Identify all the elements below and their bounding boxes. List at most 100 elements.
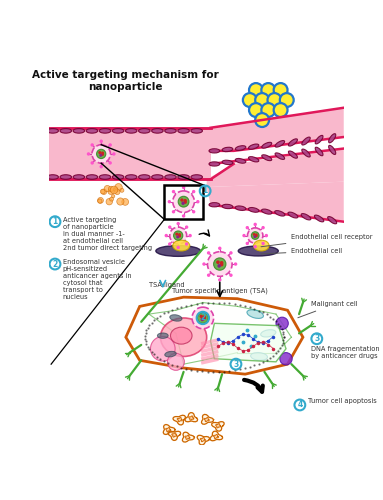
Circle shape xyxy=(104,186,110,192)
Ellipse shape xyxy=(47,174,59,180)
Ellipse shape xyxy=(262,209,272,214)
Circle shape xyxy=(276,317,288,330)
Circle shape xyxy=(172,190,175,192)
Circle shape xyxy=(251,232,259,239)
Polygon shape xyxy=(211,324,286,362)
Polygon shape xyxy=(126,297,303,374)
Ellipse shape xyxy=(178,174,189,180)
Circle shape xyxy=(91,162,93,164)
Polygon shape xyxy=(201,414,214,424)
Circle shape xyxy=(111,194,115,198)
Circle shape xyxy=(243,234,245,236)
Ellipse shape xyxy=(86,128,98,133)
Circle shape xyxy=(114,188,118,192)
Circle shape xyxy=(179,235,180,237)
Ellipse shape xyxy=(275,153,285,160)
Ellipse shape xyxy=(73,128,85,133)
Polygon shape xyxy=(172,433,177,437)
Ellipse shape xyxy=(60,174,72,180)
Circle shape xyxy=(246,242,248,244)
Circle shape xyxy=(186,243,188,245)
Polygon shape xyxy=(177,418,182,422)
Circle shape xyxy=(99,152,101,154)
Ellipse shape xyxy=(238,246,278,256)
Circle shape xyxy=(109,162,111,164)
Circle shape xyxy=(167,354,184,370)
Ellipse shape xyxy=(157,333,168,338)
Circle shape xyxy=(102,152,103,154)
Ellipse shape xyxy=(315,147,323,156)
Ellipse shape xyxy=(254,240,269,251)
Circle shape xyxy=(177,222,179,224)
Circle shape xyxy=(267,93,282,107)
Circle shape xyxy=(219,279,221,281)
Ellipse shape xyxy=(315,136,323,144)
Circle shape xyxy=(214,258,226,270)
Ellipse shape xyxy=(73,174,85,180)
Circle shape xyxy=(254,246,256,248)
Circle shape xyxy=(249,103,263,117)
Ellipse shape xyxy=(222,148,233,152)
Circle shape xyxy=(221,262,223,264)
Ellipse shape xyxy=(191,128,203,133)
Ellipse shape xyxy=(112,174,124,180)
Circle shape xyxy=(192,307,214,328)
Ellipse shape xyxy=(99,128,111,133)
Ellipse shape xyxy=(302,149,310,157)
Circle shape xyxy=(178,196,189,207)
Circle shape xyxy=(122,198,129,205)
Circle shape xyxy=(106,198,113,205)
Text: 1: 1 xyxy=(52,217,57,226)
Circle shape xyxy=(208,274,210,276)
Circle shape xyxy=(109,144,111,146)
Circle shape xyxy=(219,248,221,250)
Ellipse shape xyxy=(314,215,324,222)
Circle shape xyxy=(203,263,205,265)
Polygon shape xyxy=(163,424,175,434)
Ellipse shape xyxy=(165,128,176,133)
Circle shape xyxy=(182,202,184,204)
Ellipse shape xyxy=(261,330,276,337)
Ellipse shape xyxy=(250,352,267,360)
Circle shape xyxy=(217,261,219,264)
Ellipse shape xyxy=(191,174,203,180)
Circle shape xyxy=(100,154,101,156)
Circle shape xyxy=(249,83,263,97)
Circle shape xyxy=(218,265,220,267)
Circle shape xyxy=(108,188,114,194)
Text: Endothelial cell receptor: Endothelial cell receptor xyxy=(261,234,373,246)
Circle shape xyxy=(203,318,205,320)
Circle shape xyxy=(254,236,255,238)
Ellipse shape xyxy=(60,128,72,133)
Ellipse shape xyxy=(235,158,246,163)
Ellipse shape xyxy=(152,174,163,180)
Circle shape xyxy=(173,191,194,212)
Circle shape xyxy=(170,227,187,244)
Circle shape xyxy=(114,188,117,192)
Ellipse shape xyxy=(329,146,336,154)
Circle shape xyxy=(256,234,257,235)
Circle shape xyxy=(87,153,90,155)
Circle shape xyxy=(255,93,269,107)
Circle shape xyxy=(261,103,275,117)
Ellipse shape xyxy=(152,128,163,133)
Ellipse shape xyxy=(165,352,176,357)
Circle shape xyxy=(172,211,175,213)
Circle shape xyxy=(186,226,188,228)
Circle shape xyxy=(151,336,175,361)
Polygon shape xyxy=(185,435,190,440)
Ellipse shape xyxy=(288,151,298,158)
Ellipse shape xyxy=(139,174,150,180)
Polygon shape xyxy=(207,182,344,222)
Circle shape xyxy=(208,252,210,254)
Polygon shape xyxy=(166,428,171,432)
Circle shape xyxy=(189,234,191,236)
Polygon shape xyxy=(49,128,211,180)
Ellipse shape xyxy=(126,128,137,133)
Ellipse shape xyxy=(302,137,310,145)
Text: Endosomal vesicle
pH-sensitized
anticancer agents in
cytosol that
transport to
n: Endosomal vesicle pH-sensitized anticanc… xyxy=(63,258,131,300)
Ellipse shape xyxy=(99,174,111,180)
Circle shape xyxy=(184,201,186,203)
Ellipse shape xyxy=(262,142,272,148)
Text: Tumor cell apoptosis: Tumor cell apoptosis xyxy=(308,398,377,404)
